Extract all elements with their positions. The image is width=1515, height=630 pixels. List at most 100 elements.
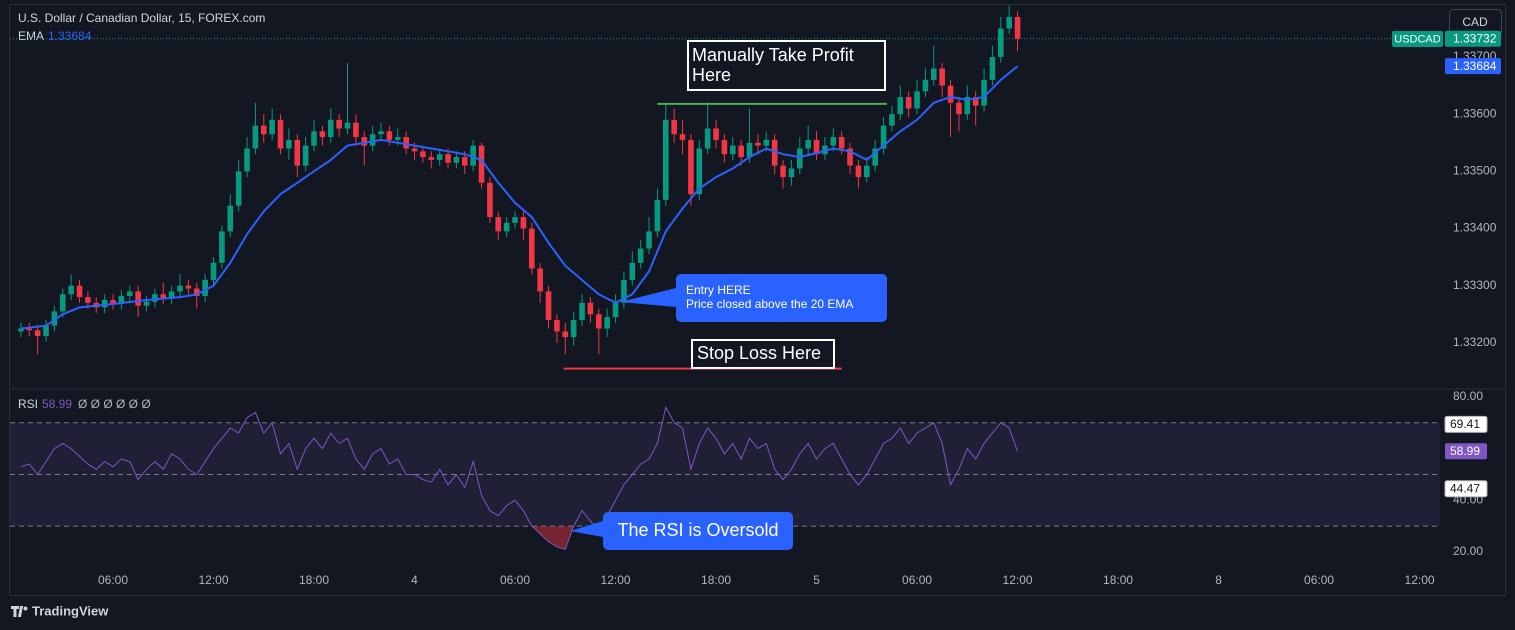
candle-body [110,299,116,304]
candle-body [595,314,602,329]
candle-body [227,205,234,232]
x-tick-label: 12:00 [199,573,229,587]
y-tick-label: 80.00 [1453,389,1483,403]
axis-badge [1444,480,1488,498]
rsi-legend-name: RSI [18,397,38,411]
candle-body [897,97,904,115]
candle-body [830,137,837,146]
candle-body [997,28,1004,58]
candle-body [771,139,778,166]
candle-body [286,139,292,149]
candle-body [445,154,451,163]
ema-line [20,65,1019,330]
candle-body [336,119,342,129]
annotation-callout [570,512,793,550]
candle-body [202,279,208,296]
candle-body [168,291,175,299]
annotation-box [691,339,835,369]
candle-body [621,279,627,303]
candle-body [520,217,527,229]
x-tick-label: 12:00 [1405,573,1435,587]
candle-body [361,137,368,146]
candle-body [746,142,753,158]
rsi-legend-extras: Ø Ø Ø Ø Ø Ø [78,397,151,411]
candle-body [947,85,954,103]
x-tick-label: 18:00 [701,573,731,587]
candle-body [386,131,393,140]
candle-body [629,262,636,280]
candle-body [763,139,770,146]
candle-body [160,294,167,299]
symbol-badge [1392,31,1443,47]
candle-body [679,134,686,140]
price-badge [1445,30,1501,47]
rsi-legend-value: 58.99 [42,397,72,411]
candle-body [930,68,937,80]
annotation-text: Stop Loss Here [697,343,821,363]
candle-body [1006,17,1012,29]
candle-body [269,119,275,135]
candle-body [863,165,870,178]
candle-body [294,139,301,166]
y-tick-label: 1.33400 [1453,221,1497,235]
axis-badge-label: 44.47 [1450,481,1480,495]
logo-icon [11,606,23,617]
candle-body [554,319,560,332]
candle-body [788,168,795,178]
annotation-text: Entry HERE [686,283,751,297]
candle-body [353,122,359,138]
x-tick-label: 5 [813,573,820,587]
candle-body [604,317,610,329]
annotation-callout [620,274,887,322]
candle-body [470,145,476,166]
candle-body [570,319,577,338]
x-tick-label: 06:00 [500,573,530,587]
axis-badge-label: 69.41 [1450,417,1480,431]
ema-badge-label: 1.33684 [1453,59,1497,73]
logo [11,606,28,617]
candle-body [972,97,979,106]
candle-body [880,125,887,149]
currency-label[interactable]: CAD [1462,15,1488,29]
candle-body [302,145,309,166]
candle-body [855,165,862,178]
candle-body [729,145,736,155]
candle-body [545,291,552,320]
ema-badge [1445,58,1501,75]
candle-body [528,228,535,269]
annotation-text: The RSI is Oversold [617,520,778,540]
candle-body [537,268,543,292]
candle-body [671,119,677,135]
candle-body [18,328,24,332]
candle-body [872,148,878,166]
candle-body [319,131,326,138]
x-tick-label: 8 [1215,573,1222,587]
branding: TradingView [32,603,109,618]
candle-body [260,125,267,135]
candle-body [135,291,141,306]
candle-body [85,297,91,303]
symbol-badge-label: USDCAD [1394,33,1441,45]
candle-body [964,97,971,115]
candle-body [478,145,485,183]
rsi-badge [1445,443,1487,460]
x-tick-label: 4 [411,573,418,587]
candle-body [847,148,853,166]
candle-body [126,291,133,296]
candle-body [436,154,443,160]
candle-body [487,182,493,218]
candle-body [989,57,996,80]
candle-body [193,288,200,296]
candle-body [453,157,460,163]
candle-body [411,148,418,152]
y-tick-label: 1.33600 [1453,106,1497,120]
candle-body [344,122,351,129]
candle-body [696,148,703,195]
candle-body [914,91,920,109]
candle-body [654,199,661,232]
price-pane [10,5,1440,370]
annotation-text: Price closed above the 20 EMA [686,297,853,311]
candle-body [713,128,719,140]
